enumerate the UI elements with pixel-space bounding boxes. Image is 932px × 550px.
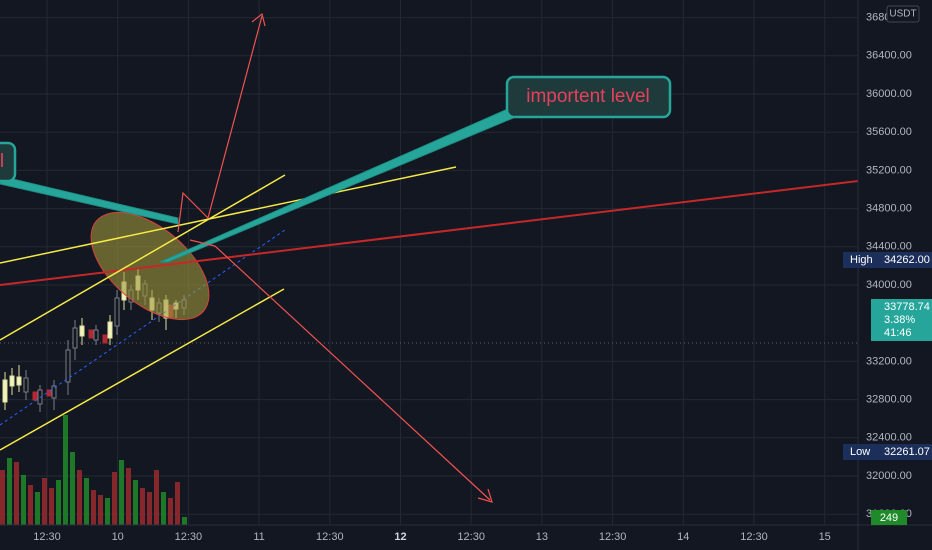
annotation-box bbox=[0, 141, 17, 183]
x-axis-labels: 12:30 10 12:30 11 12:30 12 12:30 13 12:30 14 12:30… bbox=[33, 531, 831, 543]
x-tick-label: 12:30 bbox=[740, 531, 768, 543]
y-tick-label: 35600.00 bbox=[866, 126, 912, 138]
high-label: High bbox=[850, 254, 873, 266]
high-badge bbox=[843, 252, 932, 268]
volume-badge bbox=[871, 510, 907, 525]
annotation-box bbox=[505, 75, 672, 119]
x-tick-label: 12:30 bbox=[457, 531, 485, 543]
x-tick-label: 12 bbox=[394, 531, 406, 543]
x-tick-label: 12:30 bbox=[33, 531, 61, 543]
x-tick-label: 12:30 bbox=[599, 531, 627, 543]
price-axis bbox=[858, 0, 932, 550]
low-value: 32261.07 bbox=[884, 446, 930, 458]
y-tick-label: 33200.00 bbox=[866, 355, 912, 367]
drawings bbox=[0, 12, 932, 503]
x-tick-label: 11 bbox=[253, 531, 264, 543]
low-badge bbox=[843, 444, 932, 460]
y-tick-label: 32000.00 bbox=[866, 470, 912, 482]
annotation-text: l bbox=[0, 151, 4, 172]
x-tick-label: 12:30 bbox=[316, 531, 344, 543]
last-change: 3.38% bbox=[884, 314, 915, 326]
x-tick-label: 10 bbox=[112, 531, 124, 543]
y-tick-label: 35200.00 bbox=[866, 164, 912, 176]
low-label: Low bbox=[850, 446, 870, 458]
y-tick-label: 32800.00 bbox=[866, 394, 912, 406]
x-tick-label: 14 bbox=[677, 531, 689, 543]
y-tick-label: 32400.00 bbox=[866, 432, 912, 444]
y-tick-label: 34000.00 bbox=[866, 279, 912, 291]
countdown: 41:46 bbox=[884, 327, 912, 339]
currency-badge bbox=[886, 5, 920, 23]
y-tick-label: 36000.00 bbox=[866, 88, 912, 100]
x-tick-label: 12:30 bbox=[175, 531, 203, 543]
y-tick-label: 36400.00 bbox=[866, 50, 912, 62]
high-value: 34262.00 bbox=[884, 254, 930, 266]
last-price-badge bbox=[871, 299, 932, 341]
currency: USDT bbox=[889, 9, 916, 20]
annotation-text: importent level bbox=[526, 86, 650, 107]
x-tick-label: 13 bbox=[536, 531, 548, 543]
volume-value: 249 bbox=[880, 512, 898, 524]
volume bbox=[0, 415, 187, 525]
y-tick-label: 34800.00 bbox=[866, 203, 912, 215]
last-price: 33778.74 bbox=[884, 301, 930, 313]
x-tick-label: 15 bbox=[819, 531, 831, 543]
y-tick-label: 34400.00 bbox=[866, 241, 912, 253]
